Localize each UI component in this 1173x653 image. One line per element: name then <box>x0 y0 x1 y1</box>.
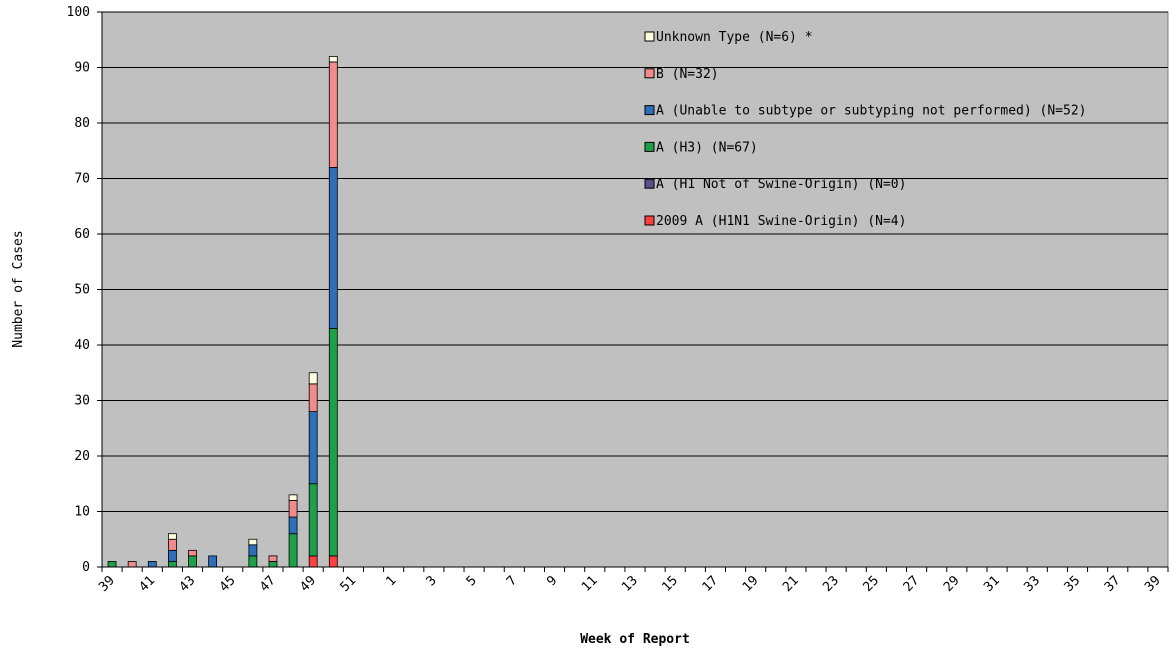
x-tick-label: 19 <box>740 573 762 595</box>
bar-segment <box>248 555 258 568</box>
x-tick-label: 21 <box>780 573 802 595</box>
bar-segment <box>308 483 318 557</box>
bar-segment <box>248 544 258 557</box>
bar-segment <box>308 555 318 568</box>
bar-segment <box>107 561 117 568</box>
x-tick-label: 37 <box>1102 573 1124 595</box>
x-tick-label: 49 <box>297 573 319 595</box>
y-tick-label: 70 <box>74 172 90 187</box>
x-tick-label: 45 <box>217 573 239 595</box>
y-tick-label: 100 <box>67 5 90 20</box>
y-tick-label: 0 <box>82 560 90 575</box>
x-tick-label: 39 <box>1142 573 1164 595</box>
legend-label: 2009 A (H1N1 Swine-Origin) (N=4) <box>656 214 906 229</box>
bar-segment <box>288 533 298 568</box>
x-tick-label: 1 <box>383 573 399 589</box>
legend-label: Unknown Type (N=6) * <box>656 30 813 45</box>
y-axis-title: Number of Cases <box>11 230 26 347</box>
x-tick-label: 29 <box>941 573 963 595</box>
x-tick-label: 31 <box>981 573 1003 595</box>
y-tick-label: 20 <box>74 449 90 464</box>
bar-segment <box>208 555 218 568</box>
y-axis: 0 10 20 30 40 50 60 70 80 90 100 <box>67 5 103 575</box>
legend-swatch <box>644 215 655 226</box>
bar-segment <box>328 166 338 329</box>
x-tick-label: 9 <box>544 573 560 589</box>
x-tick-label: 13 <box>619 573 641 595</box>
y-tick-label: 10 <box>74 505 90 520</box>
bar-segment <box>288 516 298 535</box>
legend-swatch <box>644 105 655 116</box>
bar-segment <box>167 561 177 568</box>
bar-segment <box>188 555 197 568</box>
y-tick-label: 50 <box>74 283 90 298</box>
bar-segment <box>328 555 338 568</box>
bar-segment <box>308 383 318 413</box>
bar-segment <box>188 549 197 557</box>
x-tick-label: 17 <box>700 573 722 595</box>
x-tick-label: 15 <box>659 573 681 595</box>
legend-swatch <box>644 31 655 42</box>
legend-label: A (Unable to subtype or subtyping not pe… <box>656 104 1086 119</box>
x-tick-label: 25 <box>861 573 883 595</box>
bar-segment <box>147 561 157 568</box>
y-tick-label: 40 <box>74 338 90 353</box>
y-tick-label: 30 <box>74 394 90 409</box>
x-tick-label: 23 <box>820 573 842 595</box>
legend: Unknown Type (N=6) * B (N=32) A (Unable to… <box>644 30 1086 229</box>
y-tick-label: 90 <box>74 61 90 76</box>
bar-segment <box>167 533 177 540</box>
bars <box>107 56 338 568</box>
bar-segment <box>308 372 318 385</box>
legend-swatch <box>644 178 655 189</box>
bar-segment <box>248 538 258 546</box>
x-tick-label: 33 <box>1021 573 1043 595</box>
bar-segment <box>167 538 177 551</box>
x-axis: 39 41 43 45 47 49 51 1 3 5 7 9 11 13 15 17 19 21 23 25 27 29 3… <box>96 566 1169 595</box>
bar-segment <box>268 555 278 562</box>
x-tick-label: 27 <box>901 573 923 595</box>
bar-segment <box>167 549 177 562</box>
x-axis-title: Week of Report <box>580 632 690 647</box>
bar-segment <box>288 499 298 518</box>
x-tick-label: 47 <box>257 573 279 595</box>
bar-segment <box>328 56 338 63</box>
legend-label: B (N=32) <box>656 67 719 82</box>
bar-segment <box>328 61 338 168</box>
bar-segment <box>308 411 318 485</box>
legend-swatch <box>644 141 655 152</box>
bar-segment <box>268 561 278 568</box>
bar-segment <box>288 494 298 501</box>
legend-swatch <box>644 68 655 79</box>
x-tick-label: 7 <box>504 573 520 589</box>
x-tick-label: 51 <box>338 573 360 595</box>
x-tick-label: 3 <box>424 573 440 589</box>
gridlines <box>102 11 1168 512</box>
legend-label: A (H1 Not of Swine-Origin) (N=0) <box>656 177 906 192</box>
x-tick-label: 39 <box>96 573 118 595</box>
legend-label: A (H3) (N=67) <box>656 140 758 155</box>
x-tick-label: 35 <box>1062 573 1084 595</box>
y-tick-label: 60 <box>74 227 90 242</box>
bar-segment <box>328 327 338 557</box>
x-tick-label: 43 <box>177 573 199 595</box>
y-tick-label: 80 <box>74 116 90 131</box>
x-tick-label: 41 <box>136 573 158 595</box>
x-tick-label: 5 <box>464 573 480 589</box>
bar-segment <box>127 561 137 568</box>
x-tick-label: 11 <box>579 573 601 595</box>
